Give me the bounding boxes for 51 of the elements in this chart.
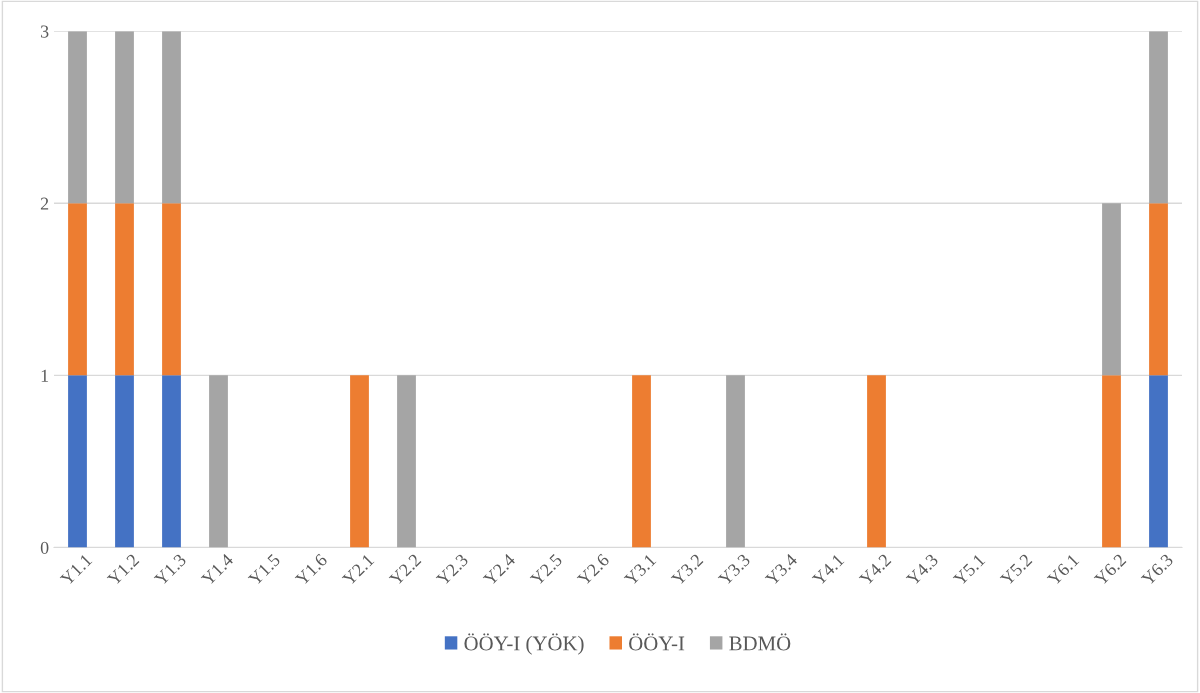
- x-tick-label: Y1.5: [247, 553, 281, 587]
- bar: [162, 203, 181, 376]
- x-tick-label: Y4.1: [811, 553, 845, 587]
- x-tick-label: Y1.4: [200, 552, 235, 587]
- x-tick-label: Y5.1: [952, 553, 986, 587]
- y-tick-label: 3: [40, 25, 49, 38]
- x-tick-label: Y6.1: [1046, 553, 1080, 587]
- x-tick-label: Y4.2: [858, 553, 892, 587]
- x-tick-label: Y6.3: [1140, 553, 1174, 587]
- bar: [1102, 203, 1121, 376]
- x-tick-label: Y1.1: [59, 553, 93, 587]
- bar: [68, 31, 87, 204]
- y-tick-label: 0: [40, 541, 49, 554]
- legend-label: ÖÖY-I: [629, 633, 685, 651]
- x-tick-label: Y2.5: [529, 553, 563, 587]
- bar: [1102, 375, 1121, 548]
- bar: [726, 375, 745, 548]
- x-tick-label: Y3.4: [764, 552, 799, 587]
- bar: [115, 375, 134, 548]
- bar: [115, 31, 134, 204]
- bar: [115, 203, 134, 376]
- x-tick-label: Y1.3: [153, 553, 187, 587]
- x-tick-label: Y5.2: [999, 553, 1033, 587]
- x-tick-label: Y6.2: [1093, 553, 1127, 587]
- legend-label: ÖÖY-I (YÖK): [464, 633, 584, 655]
- bar: [397, 375, 416, 548]
- bar: [632, 375, 651, 548]
- x-tick-label: Y3.2: [670, 553, 704, 587]
- bar: [162, 31, 181, 204]
- bar: [162, 375, 181, 548]
- x-tick-label: Y2.1: [341, 553, 375, 587]
- bar: [1149, 31, 1168, 204]
- y-tick-label: 2: [40, 197, 49, 210]
- x-tick-label: Y2.4: [482, 552, 517, 587]
- x-tick-label: Y2.6: [576, 553, 610, 587]
- bar: [1149, 375, 1168, 548]
- bar: [68, 203, 87, 376]
- x-tick-label: Y1.6: [294, 553, 328, 587]
- bar: [350, 375, 369, 548]
- bar: [68, 375, 87, 548]
- legend-label: BDMÖ: [729, 633, 791, 651]
- x-tick-label: Y3.1: [623, 553, 657, 587]
- bar: [867, 375, 886, 548]
- bar: [209, 375, 228, 548]
- x-tick-label: Y1.2: [106, 553, 140, 587]
- y-tick-label: 1: [41, 369, 49, 382]
- x-tick-label: Y3.3: [717, 553, 751, 587]
- bar: [1149, 203, 1168, 376]
- x-tick-label: Y2.3: [435, 553, 469, 587]
- x-tick-label: Y4.3: [905, 553, 939, 587]
- x-tick-label: Y2.2: [388, 553, 422, 587]
